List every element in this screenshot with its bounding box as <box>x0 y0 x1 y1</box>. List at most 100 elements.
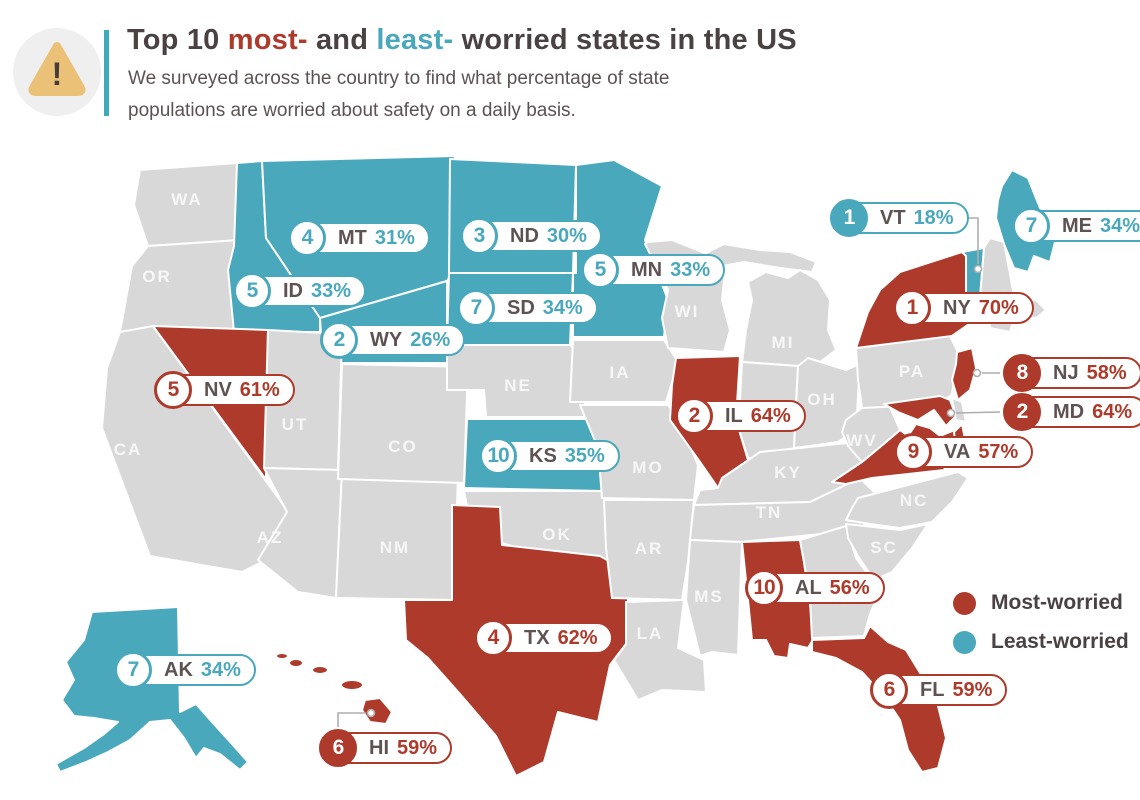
badge-state-code: WY <box>370 328 403 351</box>
badge-rank-number: 7 <box>114 651 152 689</box>
badge-percent: 64% <box>750 404 791 427</box>
badge-rank-number: 1 <box>893 289 931 327</box>
leader-dot-VT <box>973 264 983 274</box>
state-label-MS: MS <box>694 587 724 606</box>
badge-rank-number: 4 <box>288 219 326 257</box>
leader-dot-HI <box>366 708 376 718</box>
badge-rank-number: 10 <box>479 437 517 475</box>
warning-triangle-exclamation-icon: ! <box>28 42 86 96</box>
badge-percent: 34% <box>542 296 583 319</box>
badge-percent: 57% <box>978 440 1019 463</box>
badge-percent: 18% <box>913 206 954 229</box>
badge-state-code: MN <box>631 258 663 281</box>
state-label-UT: UT <box>281 415 309 434</box>
badge-rank-number: 1 <box>830 199 868 237</box>
state-label-AR: AR <box>634 539 664 558</box>
page-subtitle: We surveyed across the country to find w… <box>128 63 669 127</box>
badge-state-code: ND <box>510 224 539 247</box>
badge-rank-number: 10 <box>745 569 783 607</box>
state-label-CO: CO <box>388 437 418 456</box>
state-label-OH: OH <box>807 390 837 409</box>
leader-lines-layer <box>337 217 1001 727</box>
badge-rank-number: 3 <box>460 217 498 255</box>
badge-percent: 64% <box>1092 400 1133 423</box>
state-label-OR: OR <box>142 267 172 286</box>
state-NM <box>335 469 459 601</box>
badge-state-code: TX <box>524 626 550 649</box>
state-label-LA: LA <box>636 624 664 643</box>
least-worried-dot-icon <box>953 630 976 654</box>
badge-rank-number: 5 <box>154 371 192 409</box>
leader-dot-NJ <box>972 368 982 378</box>
badge-state-code: NV <box>204 378 232 401</box>
badge-state-code: KS <box>529 444 557 467</box>
state-label-PA: PA <box>898 362 926 381</box>
badge-state-code: NY <box>943 296 971 319</box>
badge-rank-number: 7 <box>1012 207 1050 245</box>
badge-state-code: IL <box>725 404 743 427</box>
state-FL <box>811 625 947 773</box>
badge-state-code: NJ <box>1053 361 1079 384</box>
legend-label-least: Least-worried <box>991 630 1129 653</box>
badge-rank-number: 6 <box>870 671 908 709</box>
badge-percent: 33% <box>670 258 711 281</box>
badge-rank-number: 5 <box>233 272 271 310</box>
badge-rank-number: 2 <box>1003 393 1041 431</box>
badge-rank-number: 9 <box>894 433 932 471</box>
state-label-AZ: AZ <box>256 528 284 547</box>
state-SC <box>845 523 929 581</box>
state-MI-upper-peninsula <box>695 243 817 273</box>
badge-state-code: VA <box>944 440 971 463</box>
badge-percent: 61% <box>239 378 280 401</box>
badge-percent: 26% <box>410 328 451 351</box>
state-label-MO: MO <box>632 458 664 477</box>
legend-item-least: Least-worried <box>953 629 1129 655</box>
exclamation-glyph: ! <box>52 56 63 92</box>
state-label-WA: WA <box>171 190 203 209</box>
badge-percent: 33% <box>311 279 352 302</box>
subtitle-line-1: We surveyed across the country to find w… <box>128 68 670 89</box>
legend-item-most: Most-worried <box>953 590 1129 616</box>
badge-percent: 30% <box>546 224 587 247</box>
badge-rank-number: 5 <box>581 251 619 289</box>
leader-dot-MD <box>946 408 956 418</box>
badge-percent: 35% <box>564 444 605 467</box>
state-AK <box>55 606 249 773</box>
badge-rank-number: 7 <box>457 289 495 327</box>
badge-percent: 58% <box>1086 361 1127 384</box>
state-NC <box>845 471 969 529</box>
badge-state-code: ME <box>1062 214 1092 237</box>
leader-line-HI <box>337 712 366 727</box>
state-label-CA: CA <box>113 440 143 459</box>
leader-line-MD <box>955 411 1001 414</box>
badge-percent: 34% <box>1100 214 1140 237</box>
state-NV <box>152 325 288 509</box>
badge-percent: 59% <box>397 736 438 759</box>
state-label-WV: WV <box>846 431 878 450</box>
state-label-KY: KY <box>774 463 802 482</box>
badge-state-code: HI <box>369 736 389 759</box>
badge-rank-number: 2 <box>320 321 358 359</box>
warning-icon-circle: ! <box>13 28 101 116</box>
badge-rank-number: 2 <box>675 397 713 435</box>
legend: Most-worried Least-worried <box>953 590 1129 668</box>
state-MI <box>741 269 837 367</box>
state-label-NC: NC <box>899 491 929 510</box>
state-label-NM: NM <box>379 538 411 557</box>
state-label-TN: TN <box>755 503 783 522</box>
state-label-OK: OK <box>542 525 572 544</box>
badge-percent: 59% <box>952 678 993 701</box>
subtitle-line-2: populations are worried about safety on … <box>128 100 576 121</box>
legend-label-most: Most-worried <box>991 591 1123 614</box>
badge-state-code: FL <box>920 678 945 701</box>
badge-state-code: MD <box>1053 400 1085 423</box>
badge-state-code: AK <box>164 658 193 681</box>
state-label-WI: WI <box>674 302 700 321</box>
badge-state-code: ID <box>283 279 303 302</box>
badge-percent: 70% <box>978 296 1019 319</box>
badge-state-code: VT <box>880 206 906 229</box>
state-label-SC: SC <box>870 538 898 557</box>
title-accent-bar <box>104 30 109 116</box>
badge-rank-number: 6 <box>319 729 357 767</box>
badge-percent: 34% <box>200 658 241 681</box>
